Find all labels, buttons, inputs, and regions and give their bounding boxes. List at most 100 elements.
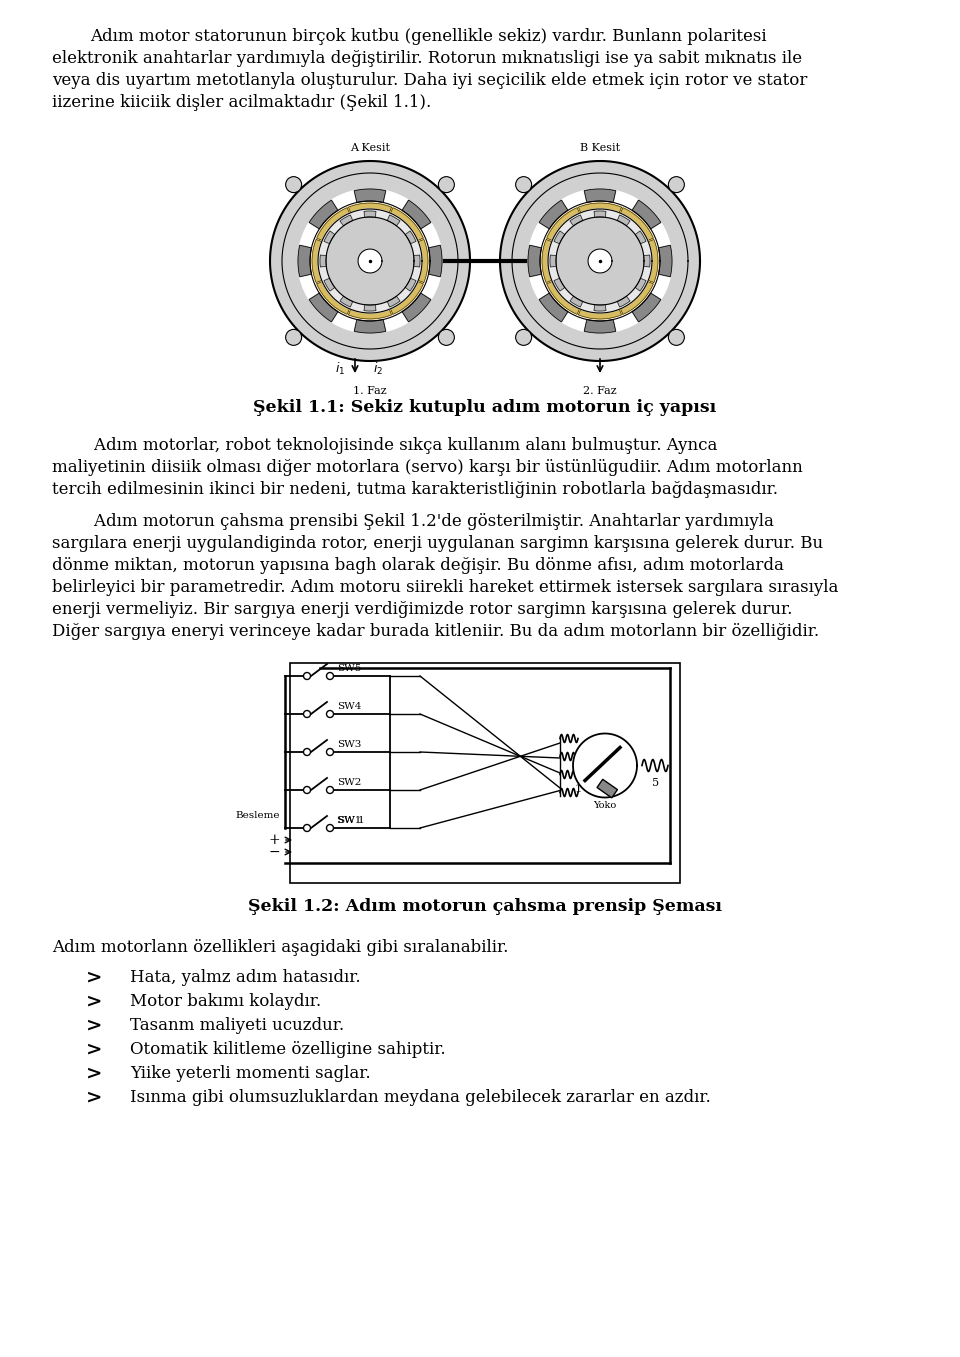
Circle shape	[439, 176, 454, 193]
Circle shape	[303, 749, 310, 756]
Text: 5: 5	[653, 778, 660, 787]
Polygon shape	[573, 734, 637, 798]
Polygon shape	[364, 305, 376, 311]
Polygon shape	[324, 231, 335, 244]
Text: dönme miktan, motorun yapısına bagh olarak değişir. Bu dönme afısı, adım motorla: dönme miktan, motorun yapısına bagh olar…	[52, 556, 784, 574]
Bar	[290, 664, 680, 883]
Polygon shape	[594, 305, 606, 311]
Circle shape	[326, 749, 333, 756]
Circle shape	[303, 787, 310, 794]
Text: Adım motorlar, robot teknolojisinde sıkça kullanım alanı bulmuştur. Aynca: Adım motorlar, robot teknolojisinde sıkç…	[52, 437, 717, 455]
Polygon shape	[617, 214, 630, 225]
Polygon shape	[309, 293, 338, 322]
Text: maliyetinin diisiik olması diğer motorlara (servo) karşı bir üstünlügudiir. Adım: maliyetinin diisiik olması diğer motorla…	[52, 459, 803, 476]
Polygon shape	[358, 248, 382, 273]
Text: Motor bakımı kolaydır.: Motor bakımı kolaydır.	[130, 993, 322, 1010]
Text: Şekil 1.2: Adım motorun çahsma prensip Şeması: Şekil 1.2: Adım motorun çahsma prensip Ş…	[248, 898, 722, 915]
Circle shape	[303, 825, 310, 832]
Polygon shape	[405, 278, 416, 290]
Text: SW4: SW4	[337, 702, 361, 711]
Polygon shape	[617, 296, 630, 307]
Circle shape	[516, 176, 532, 193]
Text: Adım motorun çahsma prensibi Şekil 1.2'de gösterilmiştir. Anahtarlar yardımıyla: Adım motorun çahsma prensibi Şekil 1.2'd…	[52, 513, 774, 531]
Polygon shape	[402, 201, 431, 229]
Circle shape	[326, 825, 333, 832]
Text: SW2: SW2	[337, 778, 361, 787]
Text: B Kesit: B Kesit	[580, 142, 620, 153]
Text: veya dis uyartım metotlanyla oluşturulur. Daha iyi seçicilik elde etmek için rot: veya dis uyartım metotlanyla oluşturulur…	[52, 72, 807, 90]
Polygon shape	[554, 231, 564, 244]
Polygon shape	[585, 189, 615, 202]
Polygon shape	[588, 248, 612, 273]
Circle shape	[668, 330, 684, 346]
Polygon shape	[579, 204, 621, 223]
Text: Adım motorlann özellikleri aşagidaki gibi sıralanabilir.: Adım motorlann özellikleri aşagidaki gib…	[52, 939, 509, 955]
Polygon shape	[644, 255, 650, 267]
Polygon shape	[387, 296, 400, 307]
Polygon shape	[387, 214, 400, 225]
Polygon shape	[570, 214, 583, 225]
Circle shape	[326, 787, 333, 794]
Polygon shape	[428, 246, 442, 277]
Text: Diğer sargıya eneryi verinceye kadar burada kitleniir. Bu da adım motorlann bir : Diğer sargıya eneryi verinceye kadar bur…	[52, 623, 819, 641]
Text: SW3: SW3	[337, 740, 361, 749]
Polygon shape	[659, 246, 672, 277]
Text: Yoko: Yoko	[593, 801, 616, 810]
Circle shape	[326, 711, 333, 718]
Polygon shape	[528, 246, 541, 277]
Circle shape	[439, 330, 454, 346]
Text: A Kesit: A Kesit	[350, 142, 390, 153]
Polygon shape	[639, 239, 658, 282]
Circle shape	[326, 673, 333, 680]
Text: 1: 1	[574, 784, 582, 794]
Text: Yiike yeterli momenti saglar.: Yiike yeterli momenti saglar.	[130, 1065, 371, 1082]
Circle shape	[303, 711, 310, 718]
Text: 2. Faz: 2. Faz	[583, 385, 617, 396]
Polygon shape	[387, 278, 423, 315]
Polygon shape	[348, 300, 392, 319]
Text: $i_1$: $i_1$	[335, 361, 345, 377]
Polygon shape	[364, 210, 376, 217]
Text: Hata, yalmz adım hatasıdır.: Hata, yalmz adım hatasıdır.	[130, 969, 361, 987]
Polygon shape	[298, 189, 442, 332]
Polygon shape	[298, 246, 311, 277]
Text: iizerine kiiciik dişler acilmaktadır (Şekil 1.1).: iizerine kiiciik dişler acilmaktadır (Şe…	[52, 94, 431, 111]
Polygon shape	[324, 278, 335, 290]
Text: SW 1: SW 1	[337, 816, 365, 825]
Circle shape	[303, 673, 310, 680]
Polygon shape	[500, 161, 700, 361]
Text: Isınma gibi olumsuzluklardan meydana gelebilecek zararlar en azdır.: Isınma gibi olumsuzluklardan meydana gel…	[130, 1090, 710, 1106]
Polygon shape	[270, 161, 470, 361]
Polygon shape	[409, 239, 428, 282]
Bar	[255, 134, 715, 389]
Polygon shape	[540, 201, 568, 229]
Polygon shape	[317, 278, 353, 315]
Text: tercih edilmesinin ikinci bir nedeni, tutma karakteristliğinin robotlarla bağdaş: tercih edilmesinin ikinci bir nedeni, tu…	[52, 480, 778, 498]
Polygon shape	[320, 255, 326, 267]
Circle shape	[668, 176, 684, 193]
Text: 2: 2	[576, 763, 584, 772]
Polygon shape	[594, 210, 606, 217]
Text: Besleme: Besleme	[235, 811, 280, 820]
Polygon shape	[540, 293, 568, 322]
Text: Şekil 1.1: Sekiz kutuplu adım motorun iç yapısı: Şekil 1.1: Sekiz kutuplu adım motorun iç…	[253, 399, 716, 417]
Text: >: >	[85, 1041, 102, 1058]
Text: sargılara enerji uygulandiginda rotor, enerji uygulanan sargimn karşısına gelere: sargılara enerji uygulandiginda rotor, e…	[52, 535, 823, 552]
Polygon shape	[312, 239, 331, 282]
Polygon shape	[632, 201, 660, 229]
Polygon shape	[405, 231, 416, 244]
Circle shape	[286, 176, 301, 193]
Polygon shape	[554, 278, 564, 290]
Polygon shape	[636, 231, 646, 244]
Polygon shape	[309, 201, 338, 229]
Polygon shape	[556, 217, 644, 305]
Polygon shape	[326, 217, 414, 305]
Polygon shape	[317, 208, 353, 244]
Text: SW1: SW1	[337, 816, 361, 825]
Polygon shape	[414, 255, 420, 267]
Text: >: >	[85, 1065, 102, 1083]
Polygon shape	[318, 209, 422, 313]
Polygon shape	[402, 293, 431, 322]
Polygon shape	[354, 319, 386, 332]
Text: belirleyici bir parametredir. Adım motoru siirekli hareket ettirmek istersek sar: belirleyici bir parametredir. Adım motor…	[52, 579, 838, 596]
